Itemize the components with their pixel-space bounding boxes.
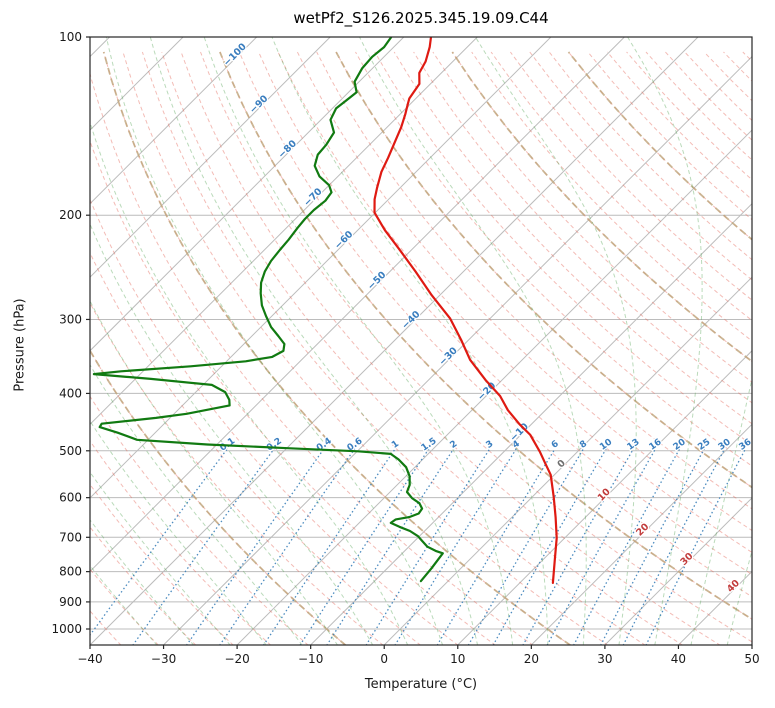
chart-title: wetPf2_S126.2025.345.19.09.C44 xyxy=(293,9,549,27)
x-tick-label: 40 xyxy=(671,652,686,666)
mixing-ratio-label: 3 xyxy=(485,439,496,451)
x-tick-label: 0 xyxy=(380,652,388,666)
pressure-gridlines xyxy=(90,37,752,630)
y-tick-label: 300 xyxy=(59,312,82,326)
mixing-ratio-lines xyxy=(90,448,747,645)
y-tick-label: 100 xyxy=(59,30,82,44)
x-tick-label: −10 xyxy=(298,652,323,666)
dry-adiabats xyxy=(90,51,752,645)
dewpoint-line xyxy=(92,37,444,583)
isotherm-label: −40 xyxy=(400,309,423,332)
x-tick-label: 30 xyxy=(597,652,612,666)
x-tick-label: 10 xyxy=(450,652,465,666)
x-tick-label: −30 xyxy=(151,652,176,666)
isotherm-label: 10 xyxy=(596,486,613,503)
isotherm-label: 30 xyxy=(678,550,695,567)
mixing-ratio-label: 1 xyxy=(390,439,401,451)
y-tick-label: 1000 xyxy=(51,622,82,636)
moist-adiabats xyxy=(90,37,752,645)
plot-area: 0.1 0.2 0.4 0.6 1 1.5 2 3 4 6 8 10 13 16 20 25 30 36−100−… xyxy=(90,37,752,645)
isotherm-label: 0 xyxy=(556,458,569,471)
isotherm-label: −70 xyxy=(302,186,325,209)
isotherm-label: −30 xyxy=(437,345,460,368)
y-tick-label: 600 xyxy=(59,491,82,505)
isotherm-label: 40 xyxy=(725,577,742,594)
y-tick-label: 400 xyxy=(59,386,82,400)
x-tick-label: −40 xyxy=(77,652,102,666)
mixing-ratio-label: 2 xyxy=(448,439,459,451)
isotherm-label: −60 xyxy=(333,229,356,252)
isotherms xyxy=(90,37,752,645)
isotherm-label: 20 xyxy=(634,521,651,538)
temperature-line xyxy=(373,37,558,584)
x-tick-label: 50 xyxy=(744,652,759,666)
isotherm-label: −80 xyxy=(276,138,299,161)
y-tick-label: 800 xyxy=(59,565,82,579)
x-tick-label: −20 xyxy=(224,652,249,666)
y-axis-label-text: Pressure (hPa) xyxy=(12,298,28,392)
y-tick-label: 700 xyxy=(59,530,82,544)
tan-adiabats xyxy=(90,51,752,645)
y-tick-label: 900 xyxy=(59,595,82,609)
x-tick-label: 20 xyxy=(524,652,539,666)
profiles xyxy=(92,37,558,584)
x-axis-label: Temperature (°C) xyxy=(364,677,478,692)
axis-frame xyxy=(89,36,753,646)
mixing-ratio-label: 6 xyxy=(550,439,561,451)
y-tick-label: 500 xyxy=(59,444,82,458)
y-tick-label: 200 xyxy=(59,208,82,222)
